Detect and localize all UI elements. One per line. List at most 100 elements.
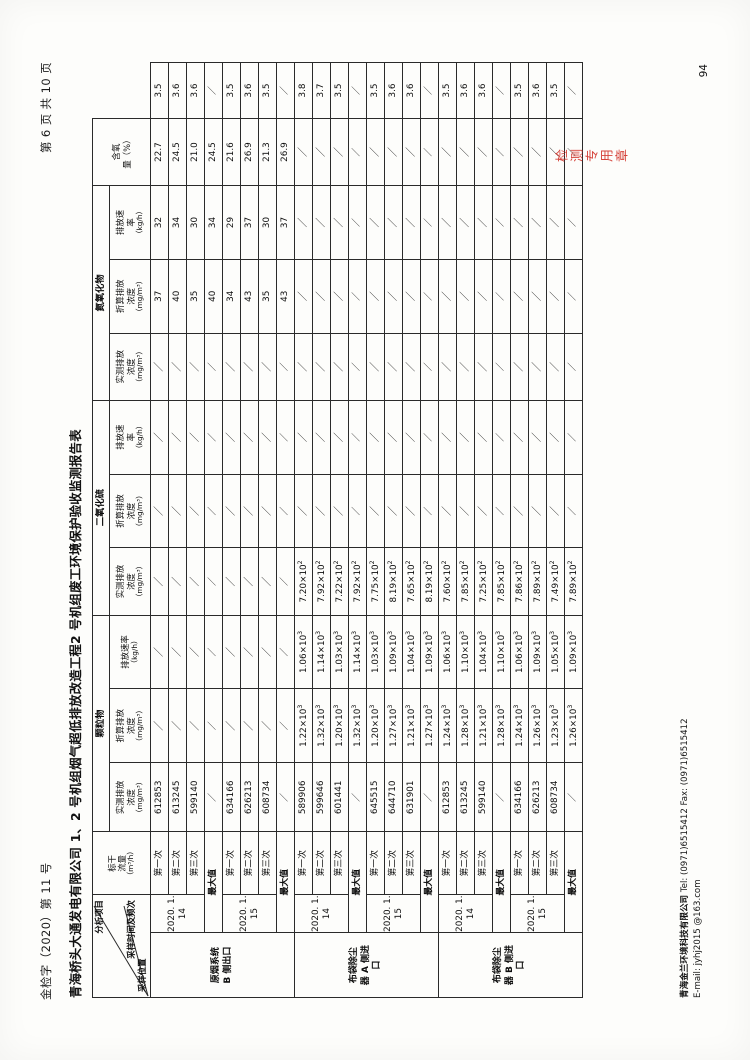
cell-pm-rate: 7.86×102 [510,547,529,616]
cell-nox-measured: ／ [312,259,331,334]
cell-standard-dry-flow: 644710 [384,762,403,832]
cell-nox-rate: ／ [528,118,547,186]
label: 实测排放 浓度 [115,564,136,599]
cell-nox-converted: ／ [564,185,583,260]
cell-nox-rate: ／ [348,118,367,186]
cell-so2-measured: ／ [420,474,439,548]
cell-pm-rate: 7.89×102 [528,547,547,616]
table-row: 最大值／ 1.27×103 1.09×103 8.19×102 ／／／／／／／ [420,62,439,998]
cell-pm-rate: 7.85×102 [492,547,511,616]
cell-standard-dry-flow: 626213 [528,762,547,832]
cell-so2-converted: ／ [384,400,403,475]
sample-frequency-cell: 第三次 [546,832,565,895]
cell-so2-converted: ／ [186,400,205,475]
cell-so2-rate: ／ [384,333,403,401]
cell-nox-converted: ／ [492,185,511,260]
unit: （mg/m³） [134,777,144,817]
cell-so2-converted: ／ [438,400,457,475]
cell-standard-dry-flow: 612853 [150,762,169,832]
cell-so2-rate: ／ [492,333,511,401]
cell-so2-measured: ／ [456,474,475,548]
cell-nox-measured: 37 [150,259,169,334]
group-header-nox: 氮氧化物 [92,185,110,401]
cell-nox-measured: 34 [222,259,241,334]
cell-nox-rate: ／ [474,118,493,186]
cell-so2-converted: ／ [168,400,187,475]
cell-standard-dry-flow: 634166 [222,762,241,832]
cell-pm-converted: 1.05×103 [546,615,565,689]
footer-line-1: 青海金兰环境科技有限公司 Tel: (0971)6515412 Fax: (09… [679,718,693,998]
table-row: 布袋除尘 器 B 侧进 口 2020. 1. 14 第一次 612853 1.24×10… [438,62,583,998]
cell-pm-measured: ／ [258,688,277,763]
cell-nox-converted: ／ [294,185,313,260]
group-header-so2: 二氧化硫 [92,400,110,616]
table-row: 第三次 631901 1.21×103 1.04×103 7.65×102 ／／／／／／ 3… [402,62,421,998]
cell-pm-converted: 1.09×103 [420,615,439,689]
cell-pm-measured: 1.20×103 [330,688,349,763]
table-row: 第二次 626213 ／／／／／／ 43 37 26.9 3.6 [240,62,259,998]
cell-pm-rate: ／ [150,547,169,616]
cell-so2-measured: ／ [546,474,565,548]
cell-so2-rate: ／ [168,333,187,401]
cell-so2-measured: ／ [258,474,277,548]
table-row: 2020. 1. 15 第一次 634166 1.24×103 1.06×103 7.86… [510,62,565,998]
label: 实测排放 浓度 [115,350,136,384]
sample-frequency-cell: 第二次 [528,832,547,895]
cell-pm-rate: 7.85×102 [456,547,475,616]
cell-pm-measured: ／ [168,688,187,763]
cell-pm-converted: 1.04×103 [474,615,493,689]
cell-pm-converted: 1.14×103 [348,615,367,689]
cell-oxygen-content: 3.6 [402,62,421,119]
cell-so2-measured: ／ [150,474,169,548]
cell-nox-converted: ／ [330,185,349,260]
cell-so2-measured: ／ [276,474,295,548]
footer-line-2: E-mail: jyhj2015 @163.com [693,879,704,998]
page-number: 94 [698,64,710,78]
unit: （kg/h） [134,207,144,238]
cell-nox-rate: ／ [312,118,331,186]
cell-nox-rate: ／ [420,118,439,186]
cell-pm-rate: ／ [168,547,187,616]
cell-pm-converted: ／ [276,615,295,689]
cell-nox-rate: 24.5 [168,118,187,186]
table-row: 第三次 599140 1.21×103 1.04×103 7.25×102 ／／／／／／ 3… [474,62,493,998]
corner-label-sample-location: 采样位置 [137,958,148,993]
cell-so2-rate: ／ [348,333,367,401]
cell-pm-converted: 1.09×103 [384,615,403,689]
cell-nox-measured: ／ [366,259,385,334]
cell-pm-converted: ／ [168,615,187,689]
sample-frequency-cell: 第二次 [240,832,259,895]
unit: （mg/m³） [134,347,144,387]
cell-pm-converted: ／ [258,615,277,689]
cell-nox-measured: 40 [204,259,223,334]
sample-date-cell: 2020. 1. 15 [510,894,565,933]
cell-standard-dry-flow: ／ [348,762,367,832]
cell-pm-rate: ／ [240,547,259,616]
cell-nox-converted: ／ [546,185,565,260]
cell-oxygen-content: ／ [564,62,583,119]
cell-standard-dry-flow: 613245 [456,762,475,832]
cell-so2-converted: ／ [240,400,259,475]
col-header-pm-measured: 实测排放 浓度 （mg/m³） [109,762,151,832]
cell-nox-converted: ／ [384,185,403,260]
cell-nox-converted: 30 [258,185,277,260]
sample-date-cell: 2020. 1. 14 [294,894,349,933]
table-row: 原烟系统 B 侧出口 2020. 1. 14 第一次 612853 ／／／／／／ 37 32… [150,62,295,998]
cell-so2-rate: ／ [222,333,241,401]
cell-nox-measured: ／ [546,259,565,334]
cell-nox-rate: ／ [402,118,421,186]
cell-so2-measured: ／ [366,474,385,548]
cell-so2-rate: ／ [474,333,493,401]
unit: （mg/m³） [134,491,144,531]
cell-pm-measured: 1.28×103 [456,688,475,763]
unit: （kg/h） [129,636,139,668]
cell-so2-measured: ／ [384,474,403,548]
cell-pm-rate: ／ [204,547,223,616]
cell-standard-dry-flow: 599140 [474,762,493,832]
cell-nox-rate: 22.7 [150,118,169,186]
cell-oxygen-content: 3.5 [330,62,349,119]
cell-pm-measured: 1.22×103 [294,688,313,763]
sample-frequency-cell: 第二次 [456,832,475,895]
cell-so2-converted: ／ [510,400,529,475]
